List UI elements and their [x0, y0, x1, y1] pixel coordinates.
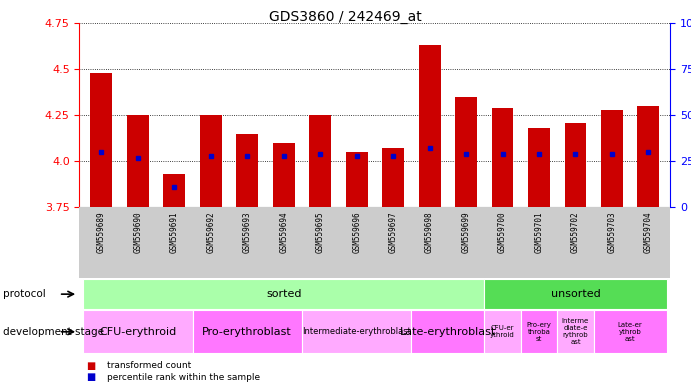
Text: GSM559703: GSM559703: [607, 211, 616, 253]
Text: GSM559690: GSM559690: [133, 211, 142, 253]
Text: GSM559697: GSM559697: [388, 211, 397, 253]
Text: Interme
diate-e
rythrob
ast: Interme diate-e rythrob ast: [562, 318, 589, 345]
Text: percentile rank within the sample: percentile rank within the sample: [107, 372, 261, 382]
Bar: [382, 148, 404, 207]
Text: GSM559696: GSM559696: [352, 211, 361, 253]
Text: GSM559694: GSM559694: [279, 211, 288, 253]
Bar: [491, 108, 513, 207]
Text: GSM559689: GSM559689: [97, 211, 106, 253]
Text: GSM559692: GSM559692: [206, 211, 216, 253]
Text: development stage: development stage: [3, 327, 104, 337]
Bar: [411, 310, 484, 353]
Text: GSM559698: GSM559698: [425, 211, 434, 253]
Text: GSM559699: GSM559699: [462, 211, 471, 253]
Text: Pro-ery
throba
st: Pro-ery throba st: [527, 322, 551, 342]
Bar: [302, 310, 411, 353]
Bar: [484, 279, 667, 309]
Bar: [200, 115, 222, 207]
Text: sorted: sorted: [266, 289, 301, 299]
Bar: [163, 174, 185, 207]
Text: protocol: protocol: [3, 289, 46, 299]
Bar: [565, 122, 587, 207]
Bar: [309, 115, 331, 207]
Text: CFU-erythroid: CFU-erythroid: [100, 327, 176, 337]
Text: unsorted: unsorted: [551, 289, 600, 299]
Text: Intermediate-erythroblast: Intermediate-erythroblast: [302, 327, 411, 336]
Text: GSM559701: GSM559701: [534, 211, 544, 253]
Text: GSM559695: GSM559695: [316, 211, 325, 253]
Text: GSM559693: GSM559693: [243, 211, 252, 253]
Bar: [557, 310, 594, 353]
Text: CFU-er
ythroid: CFU-er ythroid: [490, 325, 515, 338]
Bar: [83, 279, 484, 309]
Text: transformed count: transformed count: [107, 361, 191, 370]
Text: ■: ■: [86, 372, 95, 382]
Text: GDS3860 / 242469_at: GDS3860 / 242469_at: [269, 10, 422, 23]
Bar: [346, 152, 368, 207]
Bar: [193, 310, 302, 353]
Text: Late-erythroblast: Late-erythroblast: [399, 327, 496, 337]
Text: GSM559691: GSM559691: [170, 211, 179, 253]
Bar: [484, 310, 521, 353]
Text: Late-er
ythrob
ast: Late-er ythrob ast: [618, 322, 643, 342]
Text: GSM559700: GSM559700: [498, 211, 507, 253]
Bar: [637, 106, 659, 207]
Bar: [273, 143, 294, 207]
Bar: [236, 134, 258, 207]
Text: Pro-erythroblast: Pro-erythroblast: [202, 327, 292, 337]
Bar: [601, 110, 623, 207]
Bar: [91, 73, 112, 207]
Text: GSM559704: GSM559704: [644, 211, 653, 253]
Text: ■: ■: [86, 361, 95, 371]
Bar: [528, 128, 550, 207]
Bar: [127, 115, 149, 207]
Text: GSM559702: GSM559702: [571, 211, 580, 253]
Bar: [83, 310, 193, 353]
Bar: [455, 97, 477, 207]
Bar: [594, 310, 667, 353]
Bar: [521, 310, 557, 353]
Bar: [419, 45, 440, 207]
